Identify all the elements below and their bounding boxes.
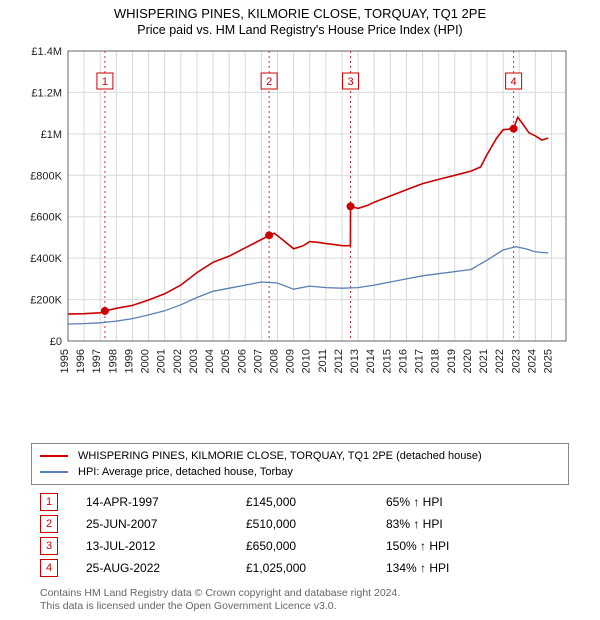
page-subtitle: Price paid vs. HM Land Registry's House …	[8, 23, 592, 37]
svg-text:2011: 2011	[317, 349, 329, 373]
sale-hpi: 83% ↑ HPI	[386, 517, 560, 531]
svg-text:2009: 2009	[285, 349, 297, 373]
svg-text:£400K: £400K	[30, 253, 62, 265]
page-title: WHISPERING PINES, KILMORIE CLOSE, TORQUA…	[8, 6, 592, 21]
sale-row: 4 25-AUG-2022£1,025,000134% ↑ HPI	[40, 557, 560, 579]
svg-text:2016: 2016	[397, 349, 409, 373]
sale-row: 3 13-JUL-2012£650,000150% ↑ HPI	[40, 535, 560, 557]
svg-text:2008: 2008	[269, 349, 281, 373]
svg-text:2022: 2022	[494, 349, 506, 373]
sale-row: 2 25-JUN-2007£510,00083% ↑ HPI	[40, 513, 560, 535]
svg-text:2015: 2015	[381, 349, 393, 373]
sale-price: £145,000	[246, 495, 386, 509]
sale-date: 25-JUN-2007	[86, 517, 246, 531]
footnote: Contains HM Land Registry data © Crown c…	[40, 587, 560, 613]
svg-text:2023: 2023	[510, 349, 522, 373]
svg-text:2006: 2006	[236, 349, 248, 373]
sale-marker-dot	[510, 125, 518, 133]
sale-marker-dot	[101, 307, 109, 315]
svg-text:2013: 2013	[349, 349, 361, 373]
svg-text:2003: 2003	[188, 349, 200, 373]
svg-text:2021: 2021	[478, 349, 490, 373]
sale-marker-num: 4	[511, 76, 517, 88]
svg-text:2005: 2005	[220, 349, 232, 373]
sale-hpi: 134% ↑ HPI	[386, 561, 560, 575]
svg-text:2018: 2018	[430, 349, 442, 373]
svg-text:£1.2M: £1.2M	[31, 87, 62, 99]
sale-price: £1,025,000	[246, 561, 386, 575]
legend-swatch	[40, 471, 68, 473]
svg-text:2024: 2024	[526, 349, 538, 373]
sale-marker-num: 3	[347, 76, 353, 88]
legend-item: HPI: Average price, detached house, Torb…	[40, 464, 560, 480]
footnote-line: Contains HM Land Registry data © Crown c…	[40, 587, 560, 600]
footnote-line: This data is licensed under the Open Gov…	[40, 600, 560, 613]
legend-swatch	[40, 455, 68, 457]
svg-text:£1.4M: £1.4M	[31, 46, 62, 58]
svg-text:£800K: £800K	[30, 170, 62, 182]
sale-marker-dot	[347, 202, 355, 210]
svg-text:1995: 1995	[59, 349, 71, 373]
legend-item: WHISPERING PINES, KILMORIE CLOSE, TORQUA…	[40, 448, 560, 464]
svg-text:2017: 2017	[414, 349, 426, 373]
svg-text:1996: 1996	[75, 349, 87, 373]
chart-legend: WHISPERING PINES, KILMORIE CLOSE, TORQUA…	[31, 443, 569, 485]
sale-num: 4	[40, 559, 58, 577]
svg-text:2020: 2020	[462, 349, 474, 373]
sale-price: £510,000	[246, 517, 386, 531]
svg-text:2014: 2014	[365, 349, 377, 373]
sales-table: 1 14-APR-1997£145,00065% ↑ HPI 2 25-JUN-200…	[40, 491, 560, 579]
legend-label: HPI: Average price, detached house, Torb…	[78, 464, 293, 480]
sale-marker-num: 2	[266, 76, 272, 88]
svg-text:2010: 2010	[301, 349, 313, 373]
sale-num: 3	[40, 537, 58, 555]
svg-text:2002: 2002	[172, 349, 184, 373]
sale-marker-num: 1	[102, 76, 108, 88]
svg-text:2001: 2001	[156, 349, 168, 373]
svg-text:1997: 1997	[91, 349, 103, 373]
sale-num: 2	[40, 515, 58, 533]
svg-text:2025: 2025	[542, 349, 554, 373]
sale-marker-dot	[265, 231, 273, 239]
sale-date: 14-APR-1997	[86, 495, 246, 509]
sale-price: £650,000	[246, 539, 386, 553]
svg-text:£0: £0	[50, 336, 62, 348]
sale-row: 1 14-APR-1997£145,00065% ↑ HPI	[40, 491, 560, 513]
svg-text:2019: 2019	[446, 349, 458, 373]
svg-text:2007: 2007	[252, 349, 264, 373]
svg-text:£200K: £200K	[30, 295, 62, 307]
sale-num: 1	[40, 493, 58, 511]
svg-text:£600K: £600K	[30, 212, 62, 224]
price-chart: £0 £200K £400K £600K £800K £1M £1.2M £1.4M 1995 1…	[20, 43, 580, 403]
svg-text:1998: 1998	[107, 349, 119, 373]
sale-hpi: 150% ↑ HPI	[386, 539, 560, 553]
svg-text:2012: 2012	[333, 349, 345, 373]
svg-text:£1M: £1M	[41, 129, 62, 141]
legend-label: WHISPERING PINES, KILMORIE CLOSE, TORQUA…	[78, 448, 482, 464]
sale-date: 25-AUG-2022	[86, 561, 246, 575]
svg-text:1999: 1999	[123, 349, 135, 373]
sale-date: 13-JUL-2012	[86, 539, 246, 553]
svg-text:2000: 2000	[140, 349, 152, 373]
svg-text:2004: 2004	[204, 349, 216, 373]
sale-hpi: 65% ↑ HPI	[386, 495, 560, 509]
